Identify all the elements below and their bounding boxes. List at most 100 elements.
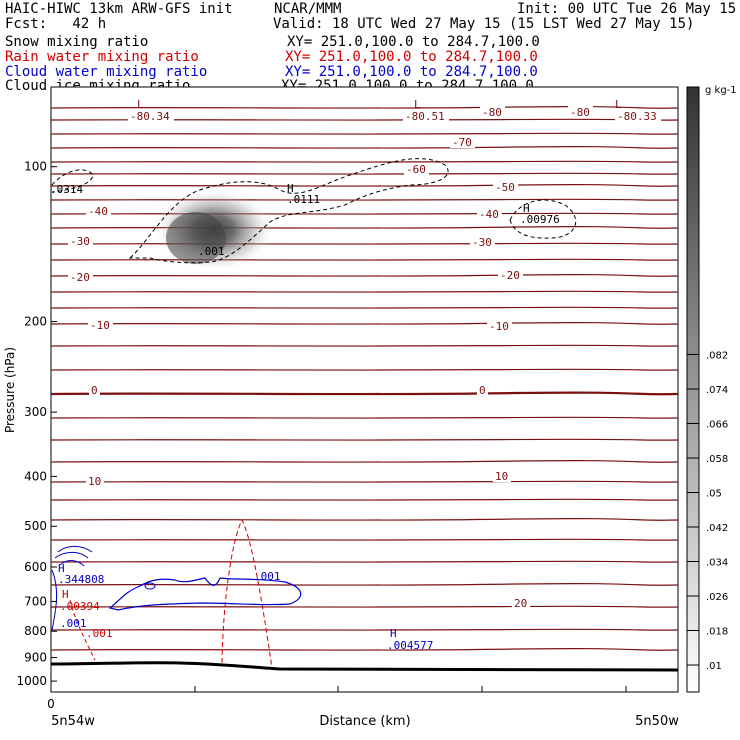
isotherm-13: [50, 290, 679, 293]
isotherm-28: [50, 605, 679, 608]
rain-contour: [221, 518, 273, 669]
label-bg: [487, 320, 512, 332]
label-bg: [615, 110, 661, 122]
label-bg: [498, 269, 523, 281]
label-bg: [68, 271, 93, 283]
label-bg: [86, 475, 104, 487]
low-marker-3: L: [615, 98, 622, 111]
label-bg: [89, 384, 100, 396]
isotherm-label-7: -50: [495, 181, 515, 194]
label-bg: [568, 106, 593, 118]
isotherm-5: [50, 172, 679, 175]
label-bg: [477, 384, 488, 396]
isotherm-label-20: 20: [514, 597, 527, 610]
label-bg: [88, 319, 113, 331]
label-bg: [450, 136, 475, 148]
rain-min-label: .001: [86, 627, 113, 640]
isotherm-18: [50, 391, 679, 396]
field-snow-name: Snow mixing ratio: [5, 34, 149, 50]
model-title: HAIC-HIWC 13km ARW-GFS init: [5, 1, 233, 17]
y-tick-label-5: 600: [24, 560, 47, 574]
label-bg: [477, 208, 502, 220]
isotherm-label-10: -30: [70, 235, 90, 248]
forecast-hours: Fcst: 42 h: [5, 16, 107, 32]
cloud-water-small: [144, 582, 156, 590]
init-time: Init: 00 UTC Tue 26 May 15: [517, 1, 737, 17]
isotherm-label-15: -10: [489, 320, 509, 333]
isotherm-label-4: -80: [570, 106, 590, 119]
rain-high-value: .00394: [60, 600, 100, 613]
isotherm-3: [50, 146, 679, 149]
colorbar-label-8: .074: [706, 385, 728, 396]
colorbar-ticks: .01 .018 .026 .034 .042 .05 .058 .066 .074 .082: [687, 351, 728, 672]
y-tick-label-1: 200: [24, 315, 47, 329]
isotherm-label-11: -30: [472, 236, 492, 249]
y-tick-label-0: 100: [24, 160, 47, 174]
isotherm-label-2: -80.33: [617, 110, 657, 123]
cloud-water-contour-left: [51, 545, 93, 631]
low-marker-1: L: [137, 98, 144, 111]
x-right-endpoint: 5n50w: [635, 714, 679, 729]
colorbar-label-5: .05: [706, 489, 722, 500]
rain-contour-left: [69, 599, 96, 661]
isotherm-21: [50, 460, 679, 463]
isotherm-19: [50, 416, 679, 419]
isotherm-16: [50, 344, 679, 347]
x-left-endpoint: 5n54w: [51, 714, 95, 729]
org-label: NCAR/MMM: [274, 1, 342, 17]
isotherm-24: [50, 518, 679, 521]
isotherm-14: [50, 306, 679, 309]
terrain-line: [50, 661, 679, 672]
isotherm-26: [50, 560, 679, 563]
cloudwater-high-value: .344808: [58, 573, 104, 586]
snow-core: [166, 212, 226, 264]
colorbar-label-2: .026: [706, 592, 728, 603]
label-bg: [128, 110, 174, 122]
rain-high-marker: H: [62, 588, 69, 601]
x-tick-0: 0: [47, 697, 55, 711]
y-axis: 100 200 300 400 500 600 700 800 900 1000: [16, 160, 57, 688]
isotherm-27: [50, 583, 679, 586]
isotherm-label-0: -80.34: [130, 110, 170, 123]
valid-time: Valid: 18 UTC Wed 27 May 15 (15 LST Wed …: [273, 16, 695, 32]
isotherm-11: [50, 258, 679, 261]
isotherm-label-1: -80.51: [405, 110, 445, 123]
low-marker-2: L: [414, 98, 421, 111]
colorbar-label-6: .058: [706, 454, 728, 465]
label-bg: [403, 110, 449, 122]
field-cloudwater-name: Cloud water mixing ratio: [5, 64, 208, 80]
isotherm-2: [50, 132, 679, 135]
x-axis: [50, 686, 627, 692]
field-snow-xsect: XY= 251.0,100.0 to 284.7,100.0: [287, 34, 540, 50]
isotherm-label-16: 0: [91, 384, 98, 397]
isotherm-label-19: 10: [495, 470, 508, 483]
colorbar-label-3: .034: [706, 558, 728, 569]
cloud-ice-contour: [128, 158, 449, 264]
y-tick-label-6: 700: [24, 594, 47, 608]
y-tick-label-4: 500: [24, 519, 47, 533]
ice-high-value: .00976: [520, 213, 560, 226]
y-tick-label-9: 1000: [16, 674, 47, 688]
isotherm-6: [50, 184, 679, 187]
y-tick-label-3: 400: [24, 469, 47, 483]
label-bg: [493, 470, 511, 482]
cloud-water-contour: [108, 577, 302, 611]
field-rain-xsect: XY= 251.0,100.0 to 284.7,100.0: [285, 49, 538, 65]
cloudwater-high-marker-2: H: [390, 627, 397, 640]
isotherm-lines: [50, 106, 679, 651]
snow-min-label: .001: [198, 245, 225, 258]
y-tick-label-7: 800: [24, 624, 47, 638]
isotherm-label-5: -70: [452, 136, 472, 149]
y-tick-label-8: 900: [24, 651, 47, 665]
label-bg: [86, 205, 111, 217]
isotherm-17: [50, 368, 679, 371]
isotherm-label-8: -40: [88, 205, 108, 218]
y-axis-label: Pressure (hPa): [3, 347, 17, 433]
colorbar-label-9: .082: [706, 351, 728, 362]
colorbar-label-1: .018: [706, 627, 728, 638]
colorbar-label-0: .01: [706, 661, 722, 672]
label-bg: [480, 106, 505, 118]
isotherm-label-18: 10: [88, 475, 101, 488]
cloudwater-high-value-2: .004577: [387, 639, 433, 652]
isotherm-30: [50, 648, 679, 651]
